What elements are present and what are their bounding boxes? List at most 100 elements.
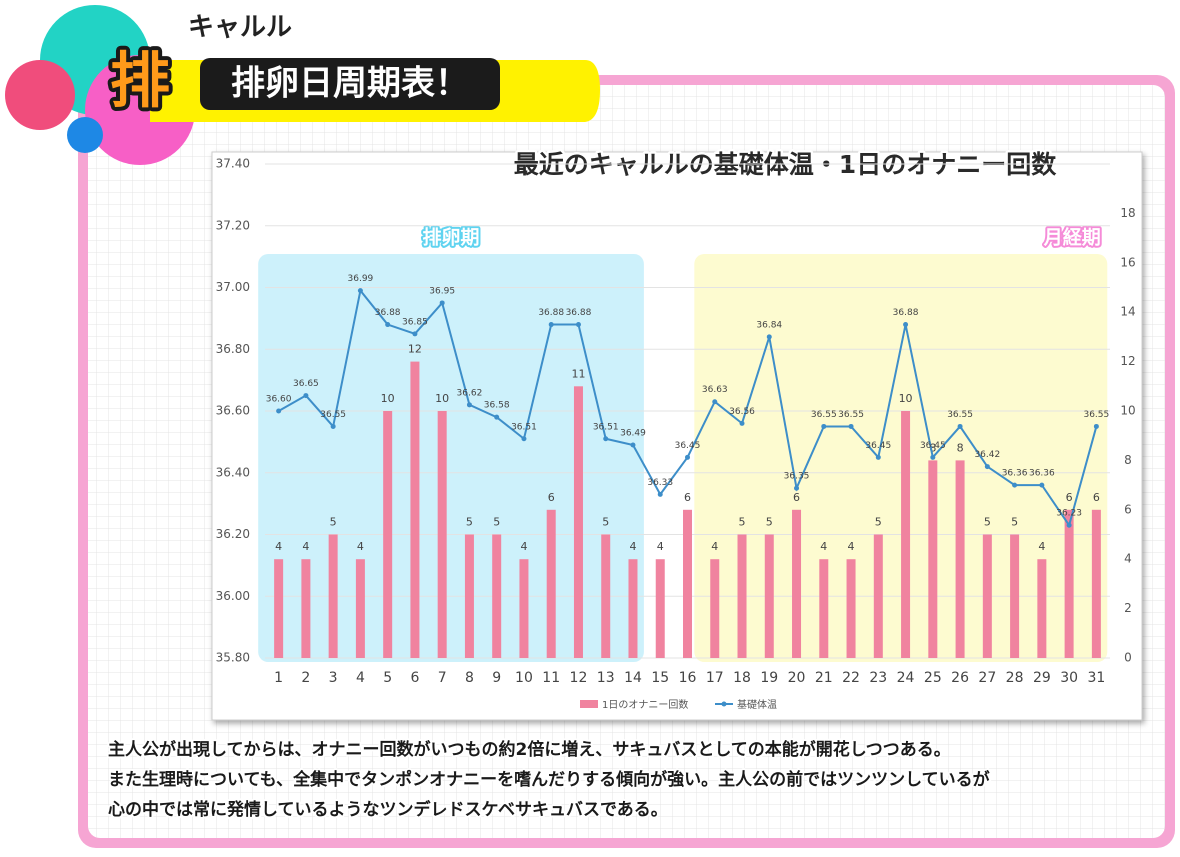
temperature-point <box>548 322 554 328</box>
bar-label: 4 <box>1038 540 1045 553</box>
bar <box>328 534 338 658</box>
temperature-label: 36.65 <box>293 379 319 389</box>
bar <box>655 559 665 658</box>
x-tick-label: 11 <box>542 670 560 686</box>
temperature-point <box>357 288 363 294</box>
y2-tick-label: 8 <box>1124 453 1132 467</box>
temperature-point <box>385 322 391 328</box>
temperature-point <box>685 454 690 460</box>
temperature-point <box>739 420 745 426</box>
badge: 排 <box>110 47 170 117</box>
temperature-point <box>575 322 581 328</box>
bar <box>982 534 992 658</box>
temperature-point <box>821 423 827 429</box>
temperature-point <box>1066 522 1072 528</box>
phase-label: 排卵期 <box>423 226 480 249</box>
bar <box>410 361 420 658</box>
x-tick-label: 17 <box>706 670 724 686</box>
x-tick-label: 16 <box>679 670 697 686</box>
y-tick-label: 36.80 <box>216 342 250 356</box>
bar-label: 10 <box>899 392 913 405</box>
x-tick-label: 25 <box>924 670 942 686</box>
bar-label: 6 <box>793 491 800 504</box>
temperature-point <box>494 414 500 420</box>
title-bar <box>200 58 500 110</box>
deco <box>140 65 196 69</box>
y2-tick-label: 10 <box>1120 404 1135 418</box>
temperature-label: 36.51 <box>511 422 537 432</box>
legend-label: 基礎体温 <box>737 698 777 711</box>
bar <box>955 460 965 658</box>
bar <box>683 509 692 658</box>
bar <box>274 559 284 658</box>
x-tick-label: 30 <box>1060 670 1078 686</box>
temperature-point <box>848 423 854 429</box>
x-tick-label: 7 <box>438 670 447 686</box>
temperature-label: 36.55 <box>1083 410 1109 420</box>
temperature-label: 36.95 <box>429 286 455 296</box>
temperature-point <box>657 491 663 497</box>
bar <box>1064 509 1074 658</box>
y-tick-label: 36.20 <box>216 527 250 541</box>
x-tick-label: 4 <box>356 670 365 686</box>
bar-label: 4 <box>275 540 282 553</box>
temperature-point <box>603 436 609 442</box>
temperature-label: 36.49 <box>620 428 646 438</box>
temperature-label: 36.36 <box>1002 469 1028 479</box>
temperature-label: 36.88 <box>566 308 592 318</box>
x-tick-label: 20 <box>788 670 806 686</box>
bar-label: 6 <box>1066 491 1073 504</box>
bar-label: 11 <box>571 367 585 380</box>
y2-tick-label: 14 <box>1120 305 1135 319</box>
bar <box>710 559 720 658</box>
x-tick-label: 6 <box>410 670 419 686</box>
temperature-point <box>930 454 936 460</box>
temperature-label: 36.58 <box>484 401 510 411</box>
bar-label: 5 <box>766 516 773 529</box>
x-tick-label: 19 <box>760 670 778 686</box>
deco-circle <box>5 60 75 130</box>
description-line: 主人公が出現してからは、オナニー回数がいつもの約2倍に増え、サキュバスとしての本… <box>108 739 951 760</box>
bar-label: 4 <box>657 540 664 553</box>
description-line: 心の中では常に発情しているようなツンデレドスケベサキュバスである。 <box>108 799 668 820</box>
x-tick-label: 1 <box>274 670 283 686</box>
bar-label: 5 <box>602 516 609 529</box>
legend-label: 1日のオナニー回数 <box>602 698 688 711</box>
bar-label: 10 <box>435 392 449 405</box>
bar-label: 5 <box>493 516 500 529</box>
legend-swatch <box>580 700 598 708</box>
y2-tick-label: 0 <box>1124 651 1132 665</box>
y2-tick-label: 16 <box>1120 255 1135 269</box>
bar <box>873 534 883 658</box>
y2-tick-label: 4 <box>1124 552 1132 566</box>
y-tick-label: 36.40 <box>216 465 250 479</box>
bar-label: 4 <box>302 540 309 553</box>
bar-label: 5 <box>984 516 991 529</box>
bar <box>737 534 747 658</box>
x-tick-label: 24 <box>897 670 915 686</box>
bar-label: 4 <box>629 540 636 553</box>
y-tick-label: 37.20 <box>216 218 250 232</box>
x-tick-label: 5 <box>383 670 392 686</box>
y-tick-label: 37.00 <box>216 280 250 294</box>
x-tick-label: 15 <box>651 670 669 686</box>
y-tick-label: 36.00 <box>216 589 250 603</box>
bar-label: 10 <box>381 392 395 405</box>
temperature-label: 36.45 <box>865 441 891 451</box>
x-tick-label: 14 <box>624 670 642 686</box>
x-tick-label: 27 <box>978 670 996 686</box>
temperature-label: 36.55 <box>947 410 973 420</box>
bar <box>628 559 638 658</box>
temperature-point <box>412 331 418 337</box>
y2-tick-label: 6 <box>1124 502 1132 516</box>
bar <box>355 559 365 658</box>
x-tick-label: 31 <box>1087 670 1105 686</box>
bar-label: 5 <box>1011 516 1018 529</box>
temperature-label: 36.88 <box>375 308 401 318</box>
page-title: 排卵日周期表！ <box>231 64 469 104</box>
bar <box>1091 509 1101 658</box>
temperature-label: 36.42 <box>974 450 1000 460</box>
bar <box>437 411 447 658</box>
temperature-point <box>521 436 527 442</box>
